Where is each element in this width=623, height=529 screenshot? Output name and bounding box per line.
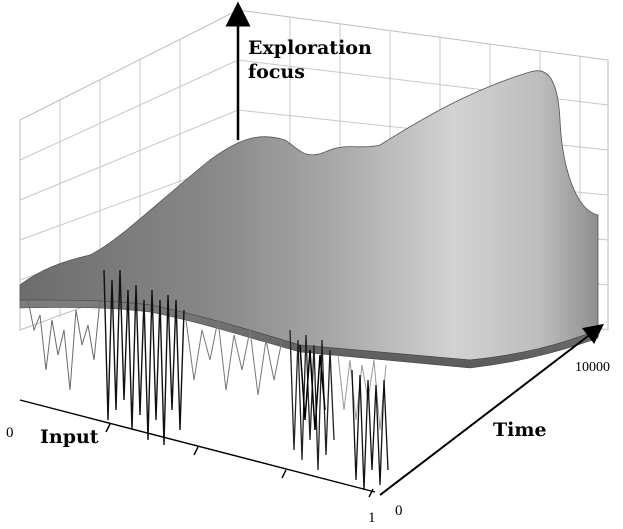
input-tick: [368, 488, 374, 498]
input-axis-label: Input: [40, 426, 99, 448]
surface-top: [19, 70, 599, 361]
input-tick-label-start: 0: [6, 425, 14, 441]
input-tick-label-end: 1: [368, 510, 376, 526]
vertical-axis-label-line2: focus: [248, 61, 305, 83]
time-axis-arrow: [379, 323, 604, 496]
input-tick: [193, 446, 199, 456]
time-tick-label-start: 0: [395, 503, 403, 519]
input-tick: [105, 423, 111, 433]
input-signal-traces: [27, 269, 389, 491]
vertical-axis-label-line1: Exploration: [248, 37, 372, 59]
input-axis-line: [19, 399, 376, 493]
input-tick: [281, 469, 287, 479]
time-tick-label-end: 10000: [575, 360, 610, 375]
floor-axes: [19, 323, 604, 498]
time-axis-label: Time: [493, 419, 547, 441]
